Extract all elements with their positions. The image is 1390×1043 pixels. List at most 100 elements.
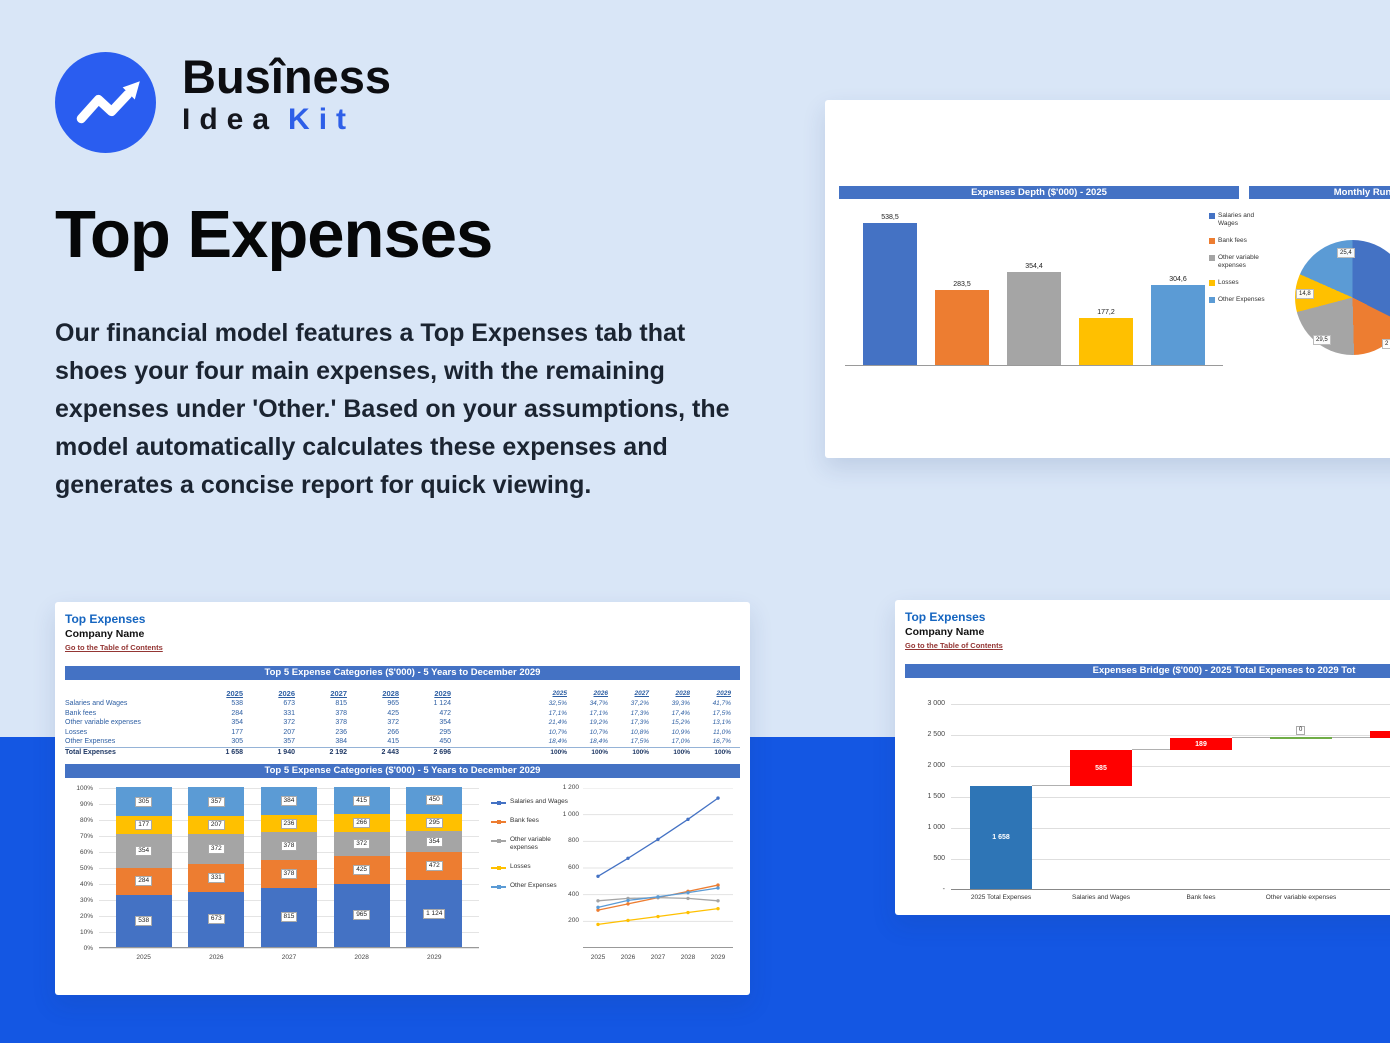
bar-value-label: 354,4 [1025,262,1043,270]
stacked-bar-chart: 100% 90% 80% 70% 60% 50% 40% 30% 20% 10% 0% 538 284 3… [65,784,489,984]
cell-percent: 15,2% [671,719,690,727]
bar-value-label: 283,5 [953,281,971,289]
bar-segment: 284 [115,867,172,896]
cell-percent: 19,2% [589,719,608,727]
segment-value-label: 425 [353,864,371,875]
cell-value: 815 [335,700,347,708]
row-label: Salaries and Wages [65,700,128,708]
legend-swatch [1209,213,1215,219]
cell-percent: 18,4% [548,738,567,746]
segment-value-label: 331 [207,872,225,883]
cell-percent: 17,3% [630,719,649,727]
legend-item: Other Expenses [1209,296,1267,304]
cell-value: 357 [283,738,295,746]
y-axis-label: 60% [79,849,93,856]
segment-value-label: 357 [207,796,225,807]
zero-value-label: 0 [1296,726,1306,736]
stacked-bar: 1 124 472 354 295 450 [406,787,463,947]
table-of-contents-link[interactable]: Go to the Table of Contents [905,641,1003,650]
cell-value: 207 [283,728,295,736]
gridline [951,766,1390,767]
bar-segment: 354 [406,831,463,853]
bar-segment: 177 [115,816,172,834]
waterfall-chart: 3 000 2 500 2 000 1 500 1 000 500 - 1 658 2025 T… [905,700,1390,904]
bar-value-label: 304,6 [1169,275,1187,283]
bar-segment: 207 [188,816,245,834]
cell-percent: 41,7% [712,700,731,708]
cell-value: 384 [335,738,347,746]
cell-value: 1 658 [225,749,243,756]
segment-value-label: 378 [280,868,298,879]
y-axis-label: 20% [79,913,93,920]
table-of-contents-link[interactable]: Go to the Table of Contents [65,643,163,652]
year-header: 2026 [593,690,608,697]
bar [863,223,917,365]
segment-value-label: 1 124 [423,908,446,919]
run-rate-pie-chart: 25,4 14,8 29,5 2 [1295,240,1390,355]
year-header: 2028 [382,689,399,698]
gridline [951,704,1390,705]
y-axis-label: 400 [568,890,579,898]
stacked-plot: 538 284 354 177 305 673 331 372 207 357 815 378 378 2… [99,787,479,949]
bar-value-label: 177,2 [1097,309,1115,317]
bar-segment: 815 [260,887,317,947]
table-row: Bank fees 284 331 378 425 472 17,1% 17,1% 17,3% 1… [65,709,740,719]
legend-label: Other variable expenses [1218,254,1259,269]
cell-percent: 39,3% [671,700,690,708]
x-axis-label: 2025 Total Expenses [970,894,1032,901]
y-axis-label: 600 [568,864,579,871]
cell-percent: 10,7% [548,728,567,736]
row-label: Bank fees [65,709,97,717]
connector-line [1032,785,1070,787]
y-axis-label: 500 [933,855,945,862]
charts-preview-card: Expenses Depth ($'000) - 2025 Monthly Ru… [825,100,1390,458]
bar-column: 354,4 [1007,202,1061,365]
gridline [951,735,1390,736]
brand-idea-text: Idea [182,103,279,137]
brand-text: Busîness Idea Kit [182,52,391,137]
sheet-title: Top Expenses [65,612,146,626]
connector-line [1332,737,1370,739]
table-row: Losses 177 207 236 266 295 10,7% 10,7% 10,8% 10,9… [65,728,740,738]
sheet-title: Top Expenses [905,610,986,624]
pie-slice-label: 2 [1382,339,1390,349]
segment-value-label: 378 [280,841,298,852]
cell-value: 673 [283,700,295,708]
cell-percent: 17,1% [589,709,608,717]
cell-value: 372 [283,719,295,727]
cell-value: 415 [387,738,399,746]
chart-header-bar: Top 5 Expense Categories ($'000) - 5 Yea… [65,764,740,778]
cell-percent: 11,0% [713,728,731,736]
bar-segment: 378 [260,859,317,888]
waterfall-plot: 1 658 2025 Total Expenses 585 Salaries and … [951,704,1390,901]
segment-value-label: 372 [353,838,371,849]
table-row: Other variable expenses 354 372 378 372 354 21… [65,718,740,728]
bar-segment: 472 [406,852,463,881]
cell-percent: 34,7% [589,700,608,708]
cell-value: 354 [439,719,451,727]
gridline [951,828,1390,829]
cell-percent: 37,2% [630,700,649,708]
pie-slice-label: 25,4 [1337,248,1355,258]
legend-marker-dot [497,819,501,824]
bar-column: 538,5 [863,202,917,365]
x-axis-label: 2027 [650,954,666,961]
y-axis-label: 30% [79,897,93,904]
row-label: Total Expenses [65,749,116,756]
cell-percent: 100% [550,749,567,756]
stacked-bar: 673 331 372 207 357 [188,787,245,947]
cell-percent: 17,4% [671,709,690,717]
y-axis-label: 1 000 [562,810,579,818]
segment-value-label: 295 [425,817,443,828]
stacked-bar: 965 425 372 266 415 [333,787,390,947]
legend-item: Other Expenses [491,882,571,890]
brand-kit-text: Kit [288,103,356,137]
bar-segment: 236 [260,815,317,833]
legend-item: Bank fees [1209,237,1267,245]
bridge-header-bar: Expenses Bridge ($'000) - 2025 Total Exp… [905,664,1390,678]
segment-value-label: 965 [353,910,371,921]
segment-value-label: 450 [425,795,443,806]
legend-swatch [1209,297,1215,303]
cell-value: 538 [231,700,243,708]
